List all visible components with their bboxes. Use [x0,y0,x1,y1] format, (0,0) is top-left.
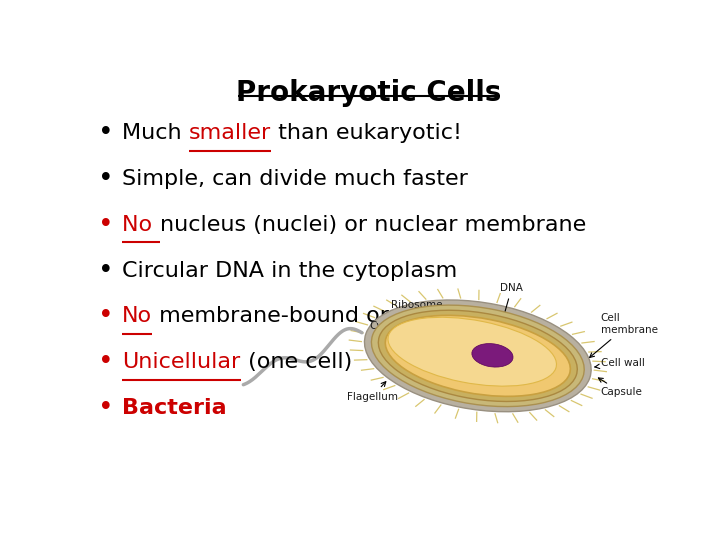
Text: Cytoplasm: Cytoplasm [369,321,441,350]
Text: Capsule: Capsule [598,378,642,397]
Ellipse shape [385,315,570,396]
Text: Cell
membrane: Cell membrane [590,313,657,357]
Text: Bacteria: Bacteria [122,398,227,418]
Text: smaller: smaller [189,124,271,144]
Text: •: • [98,349,114,375]
Ellipse shape [364,300,591,411]
Text: •: • [98,258,114,284]
Text: Unicellular: Unicellular [122,352,240,372]
Text: No: No [122,215,160,235]
Text: •: • [98,212,114,238]
Text: Prokaryotic Cells: Prokaryotic Cells [236,79,502,107]
Text: Circular DNA in the cytoplasm: Circular DNA in the cytoplasm [122,261,458,281]
Text: •: • [98,303,114,329]
Text: membrane-bound organelles: membrane-bound organelles [153,306,482,326]
Text: Flagellum: Flagellum [347,382,397,402]
Text: No: No [122,306,153,326]
Text: •: • [98,395,114,421]
Ellipse shape [472,343,513,367]
Text: Ribosome: Ribosome [392,300,460,331]
Text: DNA: DNA [500,284,523,325]
Ellipse shape [388,318,557,386]
Ellipse shape [372,305,584,407]
Text: •: • [98,120,114,146]
Ellipse shape [378,310,577,401]
Text: nucleus (nuclei) or nuclear membrane: nucleus (nuclei) or nuclear membrane [160,215,586,235]
Text: •: • [98,166,114,192]
Text: than eukaryotic!: than eukaryotic! [271,124,462,144]
Text: Cell wall: Cell wall [595,358,644,369]
Text: Much: Much [122,124,189,144]
Text: (one cell): (one cell) [240,352,352,372]
Text: Simple, can divide much faster: Simple, can divide much faster [122,169,468,189]
